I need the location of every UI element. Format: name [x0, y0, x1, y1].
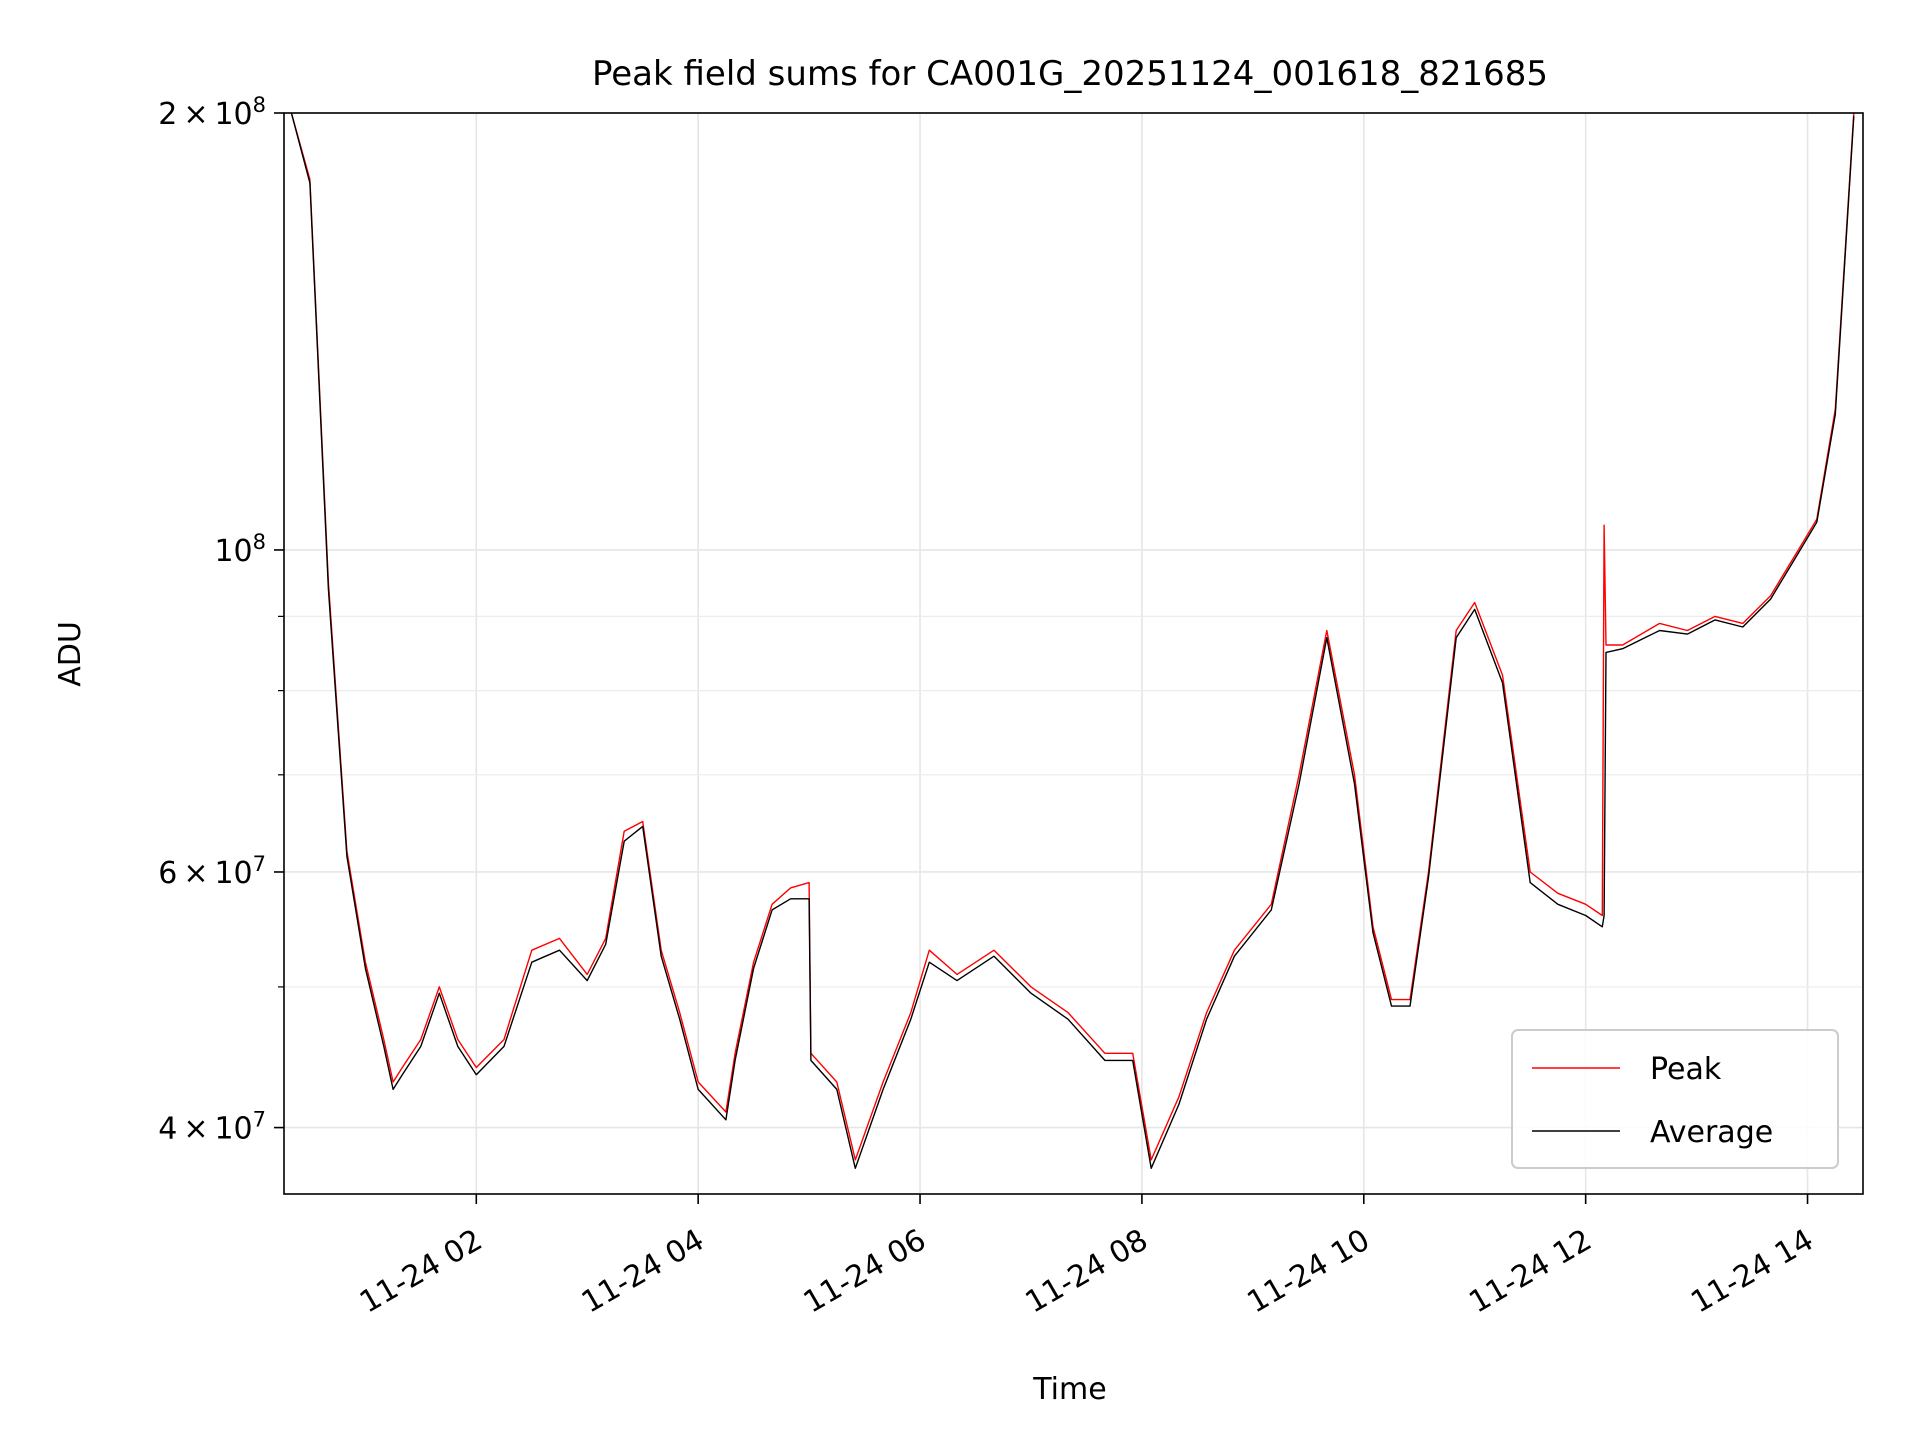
- y-tick-label: 4 × 107: [158, 1108, 266, 1147]
- y-tick-label: 108: [214, 530, 266, 569]
- legend-peak-label: Peak: [1650, 1052, 1722, 1087]
- series-layer: [290, 112, 1855, 1170]
- series-line-average: [290, 112, 1855, 1170]
- chart-title: Peak field sums for CA001G_20251124_0016…: [592, 54, 1548, 94]
- plot-area-frame: [283, 112, 1864, 1195]
- y-tick-exponent: 8: [253, 93, 266, 117]
- y-tick-label: 6 × 107: [158, 852, 266, 891]
- legend: Peak Average: [1511, 1029, 1839, 1169]
- y-tick-base: 6 × 10: [158, 856, 252, 891]
- y-axis-label: ADU: [53, 621, 88, 687]
- legend-box: [1511, 1029, 1839, 1169]
- legend-average-label: Average: [1650, 1115, 1773, 1150]
- y-tick-exponent: 8: [253, 530, 266, 554]
- series-line-peak: [290, 112, 1855, 1161]
- grid: [284, 112, 1863, 1194]
- x-axis-label: Time: [1032, 1372, 1106, 1407]
- y-tick-exponent: 7: [253, 852, 266, 876]
- y-tick-base: 2 × 10: [158, 97, 252, 132]
- y-tick-base: 10: [214, 534, 252, 569]
- y-tick-exponent: 7: [253, 1108, 266, 1132]
- y-tick-base: 4 × 10: [158, 1112, 252, 1147]
- y-tick-label: 2 × 108: [158, 93, 266, 132]
